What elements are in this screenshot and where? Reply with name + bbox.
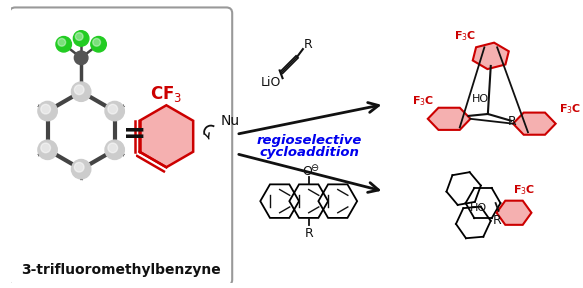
Circle shape bbox=[93, 38, 100, 46]
Circle shape bbox=[56, 37, 72, 52]
Circle shape bbox=[126, 98, 132, 104]
Text: ⊖: ⊖ bbox=[311, 163, 318, 173]
Text: cycloaddition: cycloaddition bbox=[260, 146, 360, 159]
Polygon shape bbox=[139, 105, 193, 167]
Circle shape bbox=[108, 104, 118, 114]
Circle shape bbox=[124, 96, 136, 108]
Circle shape bbox=[41, 104, 51, 114]
Circle shape bbox=[73, 31, 89, 46]
FancyBboxPatch shape bbox=[9, 7, 232, 285]
Text: F$_3$C: F$_3$C bbox=[454, 30, 476, 43]
Circle shape bbox=[29, 155, 34, 160]
Polygon shape bbox=[497, 201, 532, 225]
Circle shape bbox=[38, 101, 57, 121]
Text: CF$_3$: CF$_3$ bbox=[150, 84, 182, 104]
Text: LiO: LiO bbox=[261, 75, 281, 88]
Text: 3-trifluoromethylbenzyne: 3-trifluoromethylbenzyne bbox=[21, 263, 221, 277]
Polygon shape bbox=[513, 113, 556, 135]
Text: Nu: Nu bbox=[220, 114, 240, 128]
Text: F$_3$C: F$_3$C bbox=[559, 102, 581, 116]
Circle shape bbox=[75, 51, 88, 65]
Text: HO: HO bbox=[470, 203, 487, 213]
Circle shape bbox=[105, 140, 124, 160]
Text: R: R bbox=[508, 115, 517, 128]
Circle shape bbox=[38, 140, 57, 160]
Circle shape bbox=[72, 160, 91, 179]
Circle shape bbox=[108, 143, 118, 153]
Circle shape bbox=[126, 155, 132, 160]
Polygon shape bbox=[428, 108, 470, 130]
Circle shape bbox=[27, 96, 38, 108]
Circle shape bbox=[75, 33, 83, 40]
Text: =: = bbox=[122, 120, 146, 148]
Circle shape bbox=[124, 153, 136, 164]
Text: R: R bbox=[493, 214, 502, 227]
Text: R: R bbox=[303, 38, 312, 51]
Circle shape bbox=[78, 183, 83, 189]
Text: HO: HO bbox=[472, 94, 489, 105]
Circle shape bbox=[41, 143, 51, 153]
Polygon shape bbox=[473, 43, 509, 69]
Circle shape bbox=[29, 98, 34, 104]
Circle shape bbox=[27, 153, 38, 164]
Text: regioselective: regioselective bbox=[257, 134, 363, 147]
Circle shape bbox=[75, 85, 84, 95]
Circle shape bbox=[72, 82, 91, 101]
Circle shape bbox=[75, 162, 84, 172]
Text: O: O bbox=[302, 165, 312, 178]
Text: R: R bbox=[304, 227, 313, 240]
Text: F$_3$C: F$_3$C bbox=[512, 183, 535, 197]
Circle shape bbox=[105, 101, 124, 121]
Circle shape bbox=[91, 37, 106, 52]
Text: F$_3$C: F$_3$C bbox=[412, 94, 434, 108]
Circle shape bbox=[75, 181, 87, 192]
Circle shape bbox=[58, 38, 66, 46]
